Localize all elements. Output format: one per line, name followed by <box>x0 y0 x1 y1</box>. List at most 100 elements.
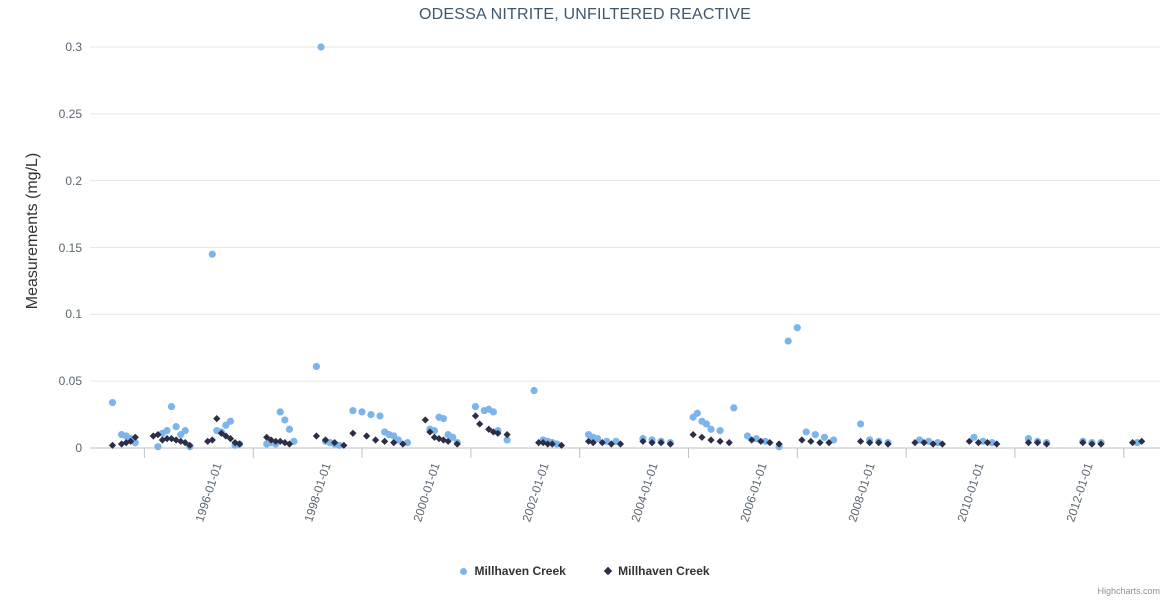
data-point[interactable] <box>376 412 384 420</box>
data-point[interactable] <box>108 398 117 407</box>
data-point[interactable] <box>371 436 380 444</box>
data-point[interactable] <box>485 425 493 433</box>
data-point[interactable] <box>983 439 992 447</box>
data-point[interactable] <box>317 43 325 51</box>
data-point[interactable] <box>208 436 216 444</box>
data-point[interactable] <box>920 439 928 447</box>
data-point[interactable] <box>349 406 357 415</box>
data-point[interactable] <box>363 432 371 440</box>
data-point[interactable] <box>725 439 733 447</box>
data-point[interactable] <box>272 437 280 445</box>
data-point[interactable] <box>993 440 1001 448</box>
data-point[interactable] <box>1128 439 1137 447</box>
data-point[interactable] <box>1024 439 1033 447</box>
data-point[interactable] <box>1033 439 1042 447</box>
data-point[interactable] <box>748 436 756 444</box>
data-point[interactable] <box>639 437 647 445</box>
series-millhaven-creek-circles[interactable] <box>108 43 1141 451</box>
data-point[interactable] <box>226 417 235 425</box>
data-point[interactable] <box>349 429 357 437</box>
data-point[interactable] <box>149 432 157 440</box>
data-point[interactable] <box>784 337 792 345</box>
data-point[interactable] <box>281 416 289 424</box>
data-point[interactable] <box>444 437 452 445</box>
data-point[interactable] <box>757 437 765 445</box>
data-point[interactable] <box>693 409 701 417</box>
data-point[interactable] <box>235 440 244 448</box>
data-point[interactable] <box>285 425 294 433</box>
data-point[interactable] <box>820 433 828 441</box>
data-point[interactable] <box>1088 440 1096 448</box>
data-point[interactable] <box>530 386 538 395</box>
data-point[interactable] <box>358 408 366 416</box>
data-point[interactable] <box>217 429 225 437</box>
data-point[interactable] <box>222 432 230 440</box>
data-point[interactable] <box>489 428 497 436</box>
data-point[interactable] <box>698 433 706 441</box>
data-point[interactable] <box>335 441 343 449</box>
data-point[interactable] <box>489 408 497 416</box>
data-point[interactable] <box>1024 435 1033 443</box>
data-point[interactable] <box>204 437 212 445</box>
data-point[interactable] <box>807 437 815 445</box>
data-point[interactable] <box>766 439 774 447</box>
data-point[interactable] <box>503 436 511 444</box>
data-point[interactable] <box>367 410 375 419</box>
data-point[interactable] <box>430 433 439 441</box>
series-millhaven-creek-diamonds[interactable] <box>108 412 1146 449</box>
data-point[interactable] <box>330 439 339 447</box>
data-point[interactable] <box>702 420 711 428</box>
data-point[interactable] <box>743 432 752 440</box>
data-point[interactable] <box>802 428 810 436</box>
data-point[interactable] <box>970 433 978 441</box>
data-point[interactable] <box>494 429 502 437</box>
data-point[interactable] <box>285 440 294 448</box>
data-point[interactable] <box>775 440 783 448</box>
data-point[interactable] <box>154 443 162 451</box>
data-point[interactable] <box>340 441 348 449</box>
data-point[interactable] <box>884 440 892 448</box>
data-point[interactable] <box>186 441 194 449</box>
credits-label[interactable]: Highcharts.com <box>1097 586 1160 596</box>
data-point[interactable] <box>471 412 480 420</box>
data-point[interactable] <box>607 440 615 448</box>
data-point[interactable] <box>158 436 166 444</box>
data-point[interactable] <box>875 439 883 447</box>
data-point[interactable] <box>390 439 398 447</box>
data-point[interactable] <box>974 439 983 447</box>
data-point[interactable] <box>707 436 715 444</box>
data-point[interactable] <box>965 437 973 445</box>
data-point[interactable] <box>312 432 321 440</box>
data-point[interactable] <box>648 439 656 447</box>
data-point[interactable] <box>657 439 665 447</box>
data-point[interactable] <box>172 423 180 431</box>
data-point[interactable] <box>830 436 838 444</box>
data-point[interactable] <box>453 440 461 448</box>
data-point[interactable] <box>856 420 865 428</box>
data-point[interactable] <box>163 427 171 435</box>
data-point[interactable] <box>108 441 117 449</box>
data-point[interactable] <box>793 324 801 332</box>
data-point[interactable] <box>154 431 162 439</box>
data-point[interactable] <box>811 431 819 439</box>
data-point[interactable] <box>929 440 937 448</box>
data-point[interactable] <box>798 436 806 444</box>
data-point[interactable] <box>557 441 566 449</box>
data-point[interactable] <box>539 439 547 447</box>
data-point[interactable] <box>213 414 221 423</box>
data-point[interactable] <box>816 439 824 447</box>
data-point[interactable] <box>167 435 176 443</box>
data-point[interactable] <box>231 439 239 447</box>
data-point[interactable] <box>730 404 738 412</box>
data-point[interactable] <box>707 425 715 433</box>
data-point[interactable] <box>535 439 543 447</box>
data-point[interactable] <box>312 362 321 371</box>
data-point[interactable] <box>503 431 511 439</box>
data-point[interactable] <box>866 439 874 447</box>
data-point[interactable] <box>1138 437 1146 445</box>
data-point[interactable] <box>616 440 625 448</box>
data-point[interactable] <box>598 439 606 447</box>
data-point[interactable] <box>689 431 697 439</box>
data-point[interactable] <box>1097 440 1105 448</box>
data-point[interactable] <box>544 440 552 448</box>
